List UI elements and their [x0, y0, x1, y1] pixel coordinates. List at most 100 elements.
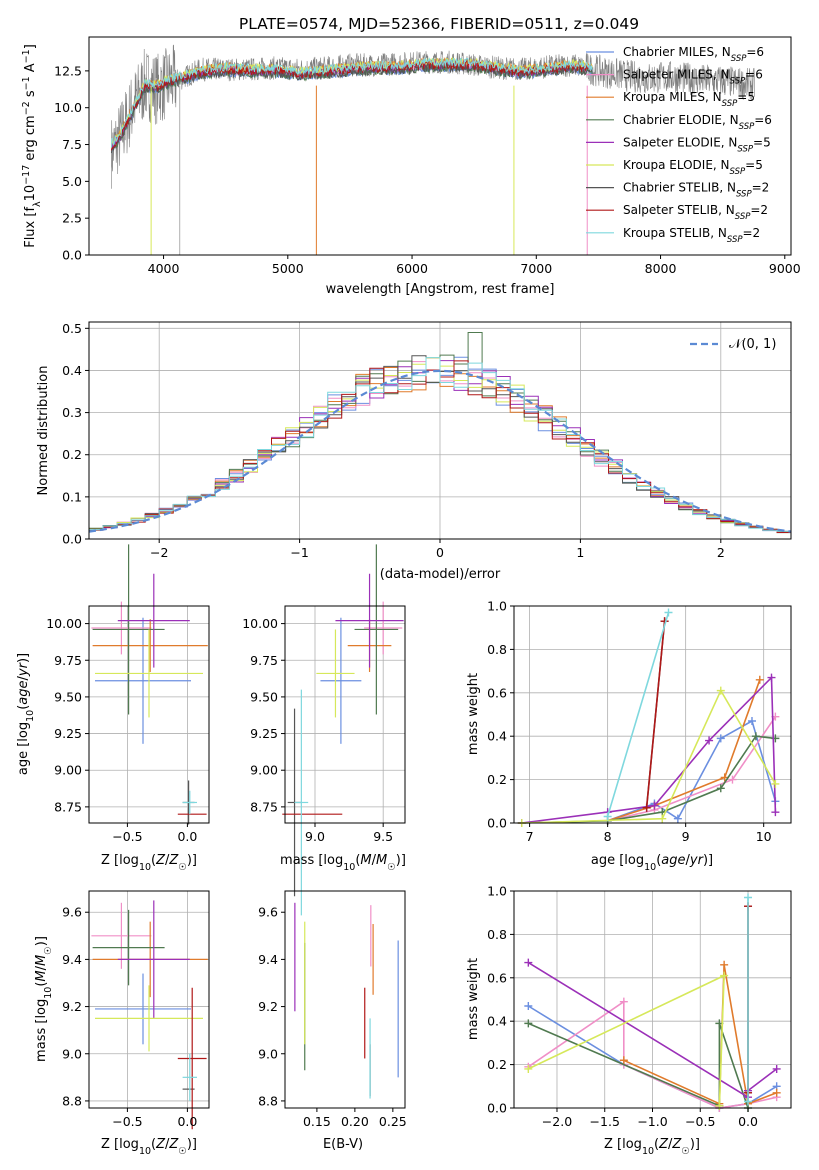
y-tick-label: 2.5	[62, 211, 82, 226]
weight-line	[527, 974, 725, 1106]
label-part: )]	[396, 853, 406, 868]
mass-vs-metallicity-panel: −0.5 0.08.89.09.29.49.6Z [log10(Z/Z☉)]mas…	[34, 890, 210, 1157]
x-tick-label: 0.0	[738, 1114, 758, 1129]
legend-label: Kroupa MILES, NSSP=5	[623, 90, 755, 109]
x-tick-label: −1.5	[590, 1114, 620, 1129]
x-axis-label: (data-model)/error	[380, 567, 501, 582]
x-tick-label: 0.0	[177, 829, 197, 844]
y-tick-label: 9.4	[62, 952, 82, 967]
label-part: /	[686, 853, 691, 868]
x-tick-label: 6000	[396, 261, 428, 276]
massweight-vs-metallicity-panel: −2.0 −1.5 −1.0 −0.5 0.0 0.0 0.2 0.4 0.6 0.8 1.0 Z […	[466, 884, 792, 1157]
y-tick-label: 9.00	[54, 763, 82, 778]
weight-point-marker	[524, 958, 533, 967]
grid	[285, 606, 405, 823]
x-axis-label: mass [log10(M/M☉)]	[280, 853, 406, 873]
label-part: erg cm	[23, 115, 38, 164]
weight-point-marker	[673, 814, 682, 823]
y-tick-label: 8.75	[250, 799, 278, 814]
label-part: /	[372, 853, 377, 868]
y-tick-label: 10.00	[46, 616, 82, 631]
legend-label-tail: =6	[745, 68, 763, 82]
weight-point-marker	[664, 608, 673, 617]
axes-border	[284, 890, 406, 1109]
errorbar-point	[294, 689, 309, 916]
legend-label-sub: SSP	[730, 167, 746, 177]
label-part: 10	[25, 710, 36, 722]
label-part: M	[34, 970, 49, 981]
legend-label-sub: SSP	[727, 235, 743, 245]
x-tick-label: 4000	[148, 261, 180, 276]
y-axis-label: age [log10(age/yr)]	[16, 653, 36, 775]
label-part: Z [log	[604, 1137, 642, 1152]
label-part: M	[376, 853, 387, 868]
weight-point-marker	[716, 734, 725, 743]
x-axis-label: age [log10(age/yr)]	[591, 853, 713, 873]
y-tick-label: 0.8	[487, 642, 507, 657]
weight-point-marker	[744, 893, 753, 902]
legend-label-tail: =5	[753, 135, 771, 149]
label-part: (	[16, 705, 31, 710]
label-part: ☉	[178, 862, 187, 873]
y-tick-label: 9.75	[54, 653, 82, 668]
legend-label: Kroupa STELIB, NSSP=2	[623, 226, 760, 245]
x-tick-label: 2	[717, 545, 725, 560]
errorbar-point	[117, 573, 190, 668]
label-part: age	[661, 853, 685, 868]
y-tick-label: 0.8	[487, 927, 507, 942]
spectrum-panel: 4000 5000 6000 7000 8000 9000 0.0 2.5 5.0 7.5 10.0…	[21, 36, 801, 297]
weight-line	[645, 621, 666, 808]
errorbar-point	[95, 973, 191, 1045]
plot-area	[282, 544, 404, 916]
x-tick-label: 9.0	[305, 829, 325, 844]
weight-point-marker	[716, 784, 725, 793]
label-part: age	[16, 680, 31, 704]
errorbar-point	[92, 544, 165, 715]
label-part: −1	[21, 76, 32, 90]
label-part: )]	[34, 936, 49, 946]
y-tick-label: 0.4	[62, 363, 82, 378]
label-part: Z	[155, 853, 166, 868]
x-tick-label: 0.15	[303, 1114, 331, 1129]
y-tick-label: 8.8	[62, 1093, 82, 1108]
y-tick-label: 9.6	[62, 905, 82, 920]
label-part: yr	[16, 661, 31, 677]
y-tick-label: 9.2	[258, 999, 278, 1014]
x-axis-label: E(B-V)	[323, 1137, 363, 1152]
label-part: 10	[139, 862, 151, 873]
plot-area	[91, 900, 208, 1130]
axes-border	[513, 605, 792, 824]
axes-frame: −0.5 0.0 8.8 9.0 9.2 9.4 9.6	[62, 890, 210, 1129]
weight-line	[521, 688, 777, 824]
legend-label-main: Salpeter STELIB, N	[623, 203, 735, 217]
label-part: yr	[689, 853, 705, 868]
figure-title: PLATE=0574, MJD=52366, FIBERID=0511, z=0…	[239, 15, 639, 33]
weight-point-marker	[642, 803, 651, 812]
weight-point-marker	[619, 1056, 628, 1065]
weight-point-marker	[603, 812, 612, 821]
axes-frame: 0.15 0.20 0.25 8.8 9.0 9.2 9.4 9.6	[258, 890, 407, 1129]
y-tick-label: 9.0	[258, 1046, 278, 1061]
y-tick-label: 0.0	[62, 532, 82, 547]
weight-line	[607, 679, 761, 822]
weight-point-marker	[619, 997, 628, 1006]
axes-frame: −0.5 0.0 8.75 9.00 9.25 9.50 9.75 10.00	[46, 605, 210, 844]
legend-label-sub: SSP	[737, 144, 753, 154]
y-tick-label: 1.0	[487, 599, 507, 614]
legend-label-sub: SSP	[735, 212, 751, 222]
legend-label-tail: =5	[745, 158, 763, 172]
label-part: Z [log	[101, 853, 139, 868]
x-tick-label: −0.5	[112, 1114, 142, 1129]
plot-area	[88, 332, 792, 534]
weight-point-marker	[524, 1002, 533, 1011]
label-part: Z	[658, 1137, 669, 1152]
weight-point-marker	[524, 1019, 533, 1028]
errorbar-point	[320, 617, 362, 744]
label-part: mass [log	[280, 853, 343, 868]
legend-label: Salpeter ELODIE, NSSP=5	[623, 135, 771, 154]
errorbar-point	[177, 987, 207, 1130]
label-part: Z	[155, 1137, 166, 1152]
x-tick-label: −2.0	[542, 1114, 572, 1129]
x-tick-label: 7000	[520, 261, 552, 276]
